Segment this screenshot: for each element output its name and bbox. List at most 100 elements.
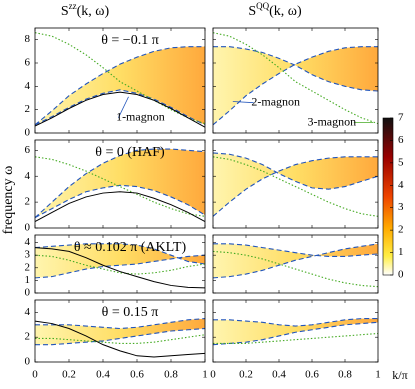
- colorbar-tick-label: 2: [398, 224, 404, 236]
- panel-frame: [34, 234, 206, 294]
- colorbar-tick-label: 6: [398, 134, 404, 146]
- curve: [35, 254, 205, 279]
- panel-frame: [34, 299, 206, 363]
- curve: [213, 46, 378, 92]
- y-tick-label: 0: [25, 222, 31, 234]
- x-tick-label: 0: [210, 369, 216, 381]
- y-tick-label: 3: [25, 249, 31, 261]
- y-tick-label: 4: [25, 80, 31, 92]
- x-tick-label: 0.2: [62, 369, 76, 381]
- continuum: [213, 243, 378, 278]
- continuum: [213, 46, 378, 125]
- annotation: 1-magnon: [116, 110, 165, 124]
- colorbar: [382, 117, 394, 276]
- continuum: [35, 46, 205, 125]
- curve: [35, 91, 205, 128]
- colorbar-tick-label: 3: [398, 201, 404, 213]
- curve: [35, 247, 205, 289]
- annotation-arrow: [118, 96, 129, 119]
- colorbar-tick-label: 7: [398, 112, 404, 124]
- y-tick-label: 4: [25, 170, 31, 182]
- continuum: [35, 318, 205, 345]
- x-tick-label: 0: [32, 369, 38, 381]
- x-tick-label: 0.6: [130, 369, 144, 381]
- panel: [213, 243, 378, 288]
- panel: [35, 148, 205, 222]
- curve: [35, 243, 205, 265]
- colorbar-tick-label: 4: [398, 179, 404, 191]
- colorbar-tick-label: 5: [398, 156, 404, 168]
- curve: [35, 327, 205, 346]
- y-tick-label: 6: [25, 57, 31, 69]
- y-tick-label: 2: [25, 261, 31, 273]
- x-tick-label: 0.2: [239, 369, 253, 381]
- y-tick-label: 0: [25, 287, 31, 299]
- x-tick-label: 0.6: [305, 369, 319, 381]
- colorbar-tick-label: 1: [398, 246, 404, 258]
- curve: [213, 332, 378, 344]
- x-tick-label: 0.4: [272, 369, 286, 381]
- x-tick-label: 0.8: [338, 369, 352, 381]
- panel: [213, 152, 378, 217]
- panel-frame: [212, 234, 379, 294]
- curve: [35, 148, 205, 219]
- panel-frame: [212, 299, 379, 363]
- colorbar-tick-label: 0: [398, 269, 404, 281]
- curve: [35, 334, 205, 344]
- curve: [213, 32, 378, 125]
- annotation: 3-magnon: [307, 114, 356, 128]
- panel: [213, 32, 378, 126]
- curve: [35, 318, 205, 330]
- curve: [213, 46, 378, 126]
- panel: [213, 318, 378, 346]
- x-tick-label: 1: [202, 369, 208, 381]
- column-title: Szz(k, ω): [61, 1, 110, 19]
- annotation-arrow: [232, 101, 254, 104]
- continuum: [213, 318, 378, 345]
- y-tick-label: 0: [25, 127, 31, 139]
- curve: [35, 89, 205, 126]
- y-tick-label: 2: [25, 103, 31, 115]
- curve: [213, 321, 378, 346]
- y-tick-label: 4: [25, 236, 31, 248]
- curve: [35, 184, 205, 219]
- curve: [35, 254, 205, 275]
- y-tick-label: 0: [25, 356, 31, 368]
- x-tick-label: 0.8: [164, 369, 178, 381]
- x-label: k/π: [392, 368, 407, 382]
- annotation: 2-magnon: [251, 94, 300, 108]
- curve: [35, 191, 205, 222]
- panel-title: θ = 0 (HAF): [95, 145, 165, 160]
- curve: [213, 152, 378, 190]
- y-tick-label: 2: [25, 331, 31, 343]
- curve: [213, 243, 378, 257]
- panel-title: θ = −0.1 π: [101, 33, 159, 48]
- curve: [35, 46, 205, 126]
- curve: [213, 318, 378, 327]
- panel-frame: [34, 27, 206, 134]
- panel-title: θ = 0.15 π: [102, 305, 159, 320]
- continuum: [35, 149, 205, 218]
- curve: [35, 320, 205, 358]
- y-tick-label: 6: [25, 144, 31, 156]
- panel: [35, 318, 205, 358]
- panel-frame: [212, 139, 379, 229]
- y-tick-label: 2: [25, 196, 31, 208]
- panel: [35, 32, 205, 128]
- panel-frame: [212, 27, 379, 134]
- panel-frame: [34, 139, 206, 229]
- curve: [213, 243, 378, 279]
- curve: [213, 250, 378, 288]
- curve: [213, 156, 378, 217]
- curve: [35, 156, 205, 217]
- y-label: frequency ω: [1, 166, 16, 235]
- y-tick-label: 1: [25, 274, 31, 286]
- continuum: [213, 152, 378, 217]
- y-tick-label: 4: [25, 306, 31, 318]
- column-title: SQQ(k, ω): [248, 1, 302, 19]
- curve: [213, 156, 378, 217]
- x-tick-label: 1: [375, 369, 381, 381]
- panel: [35, 243, 205, 289]
- panel-title: θ ≈ 0.102 π (AKLT): [74, 240, 187, 255]
